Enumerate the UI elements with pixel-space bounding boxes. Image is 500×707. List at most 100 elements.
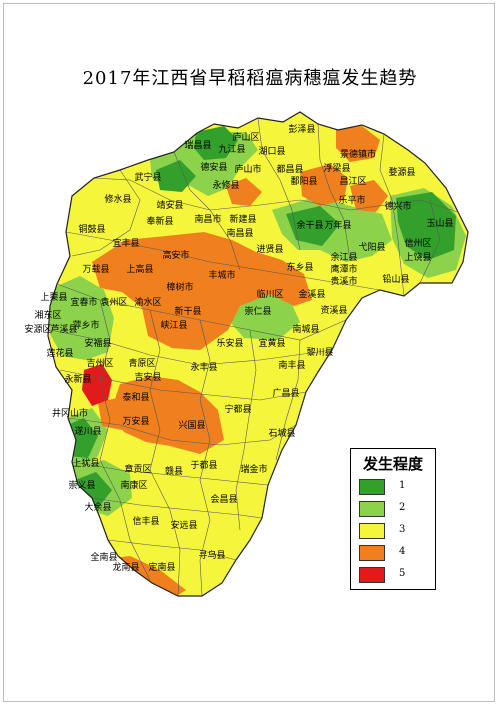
county-label: 石城县 bbox=[268, 428, 295, 439]
legend-swatch-2 bbox=[359, 501, 385, 517]
county-label: 莲花县 bbox=[46, 347, 73, 359]
county-label: 赣县 bbox=[165, 465, 183, 477]
county-label: 永丰县 bbox=[190, 361, 217, 373]
county-label: 永新县 bbox=[64, 373, 91, 385]
legend-swatch-4 bbox=[359, 545, 385, 561]
legend-title: 发生程度 bbox=[362, 455, 423, 473]
county-label: 萍乡市 bbox=[72, 319, 99, 331]
county-label: 丰城市 bbox=[208, 269, 235, 281]
county-boundaries bbox=[49, 117, 459, 596]
county-label: 崇仁县 bbox=[244, 305, 271, 317]
county-label: 章贡区 bbox=[124, 463, 151, 475]
county-label: 湖口县 bbox=[258, 146, 285, 157]
county-label: 瑞昌县 bbox=[184, 139, 211, 151]
county-label: 宁都县 bbox=[224, 403, 251, 415]
zone-level-4-south-central bbox=[110, 376, 224, 454]
county-label: 瑞金市 bbox=[240, 463, 267, 475]
county-label: 高安市 bbox=[162, 249, 189, 261]
county-label: 奉新县 bbox=[146, 215, 173, 227]
county-label: 上犹县 bbox=[72, 458, 99, 469]
county-label: 安源区 bbox=[24, 323, 51, 335]
county-label: 庐山区 bbox=[232, 131, 259, 143]
county-label: 定南县 bbox=[148, 561, 175, 573]
county-label: 大余县 bbox=[84, 501, 111, 513]
county-label: 广昌县 bbox=[272, 387, 299, 399]
legend-item-3: 3 bbox=[359, 523, 429, 541]
county-label: 信丰县 bbox=[132, 515, 159, 527]
county-label: 新建县 bbox=[229, 213, 256, 225]
county-label: 崇义县 bbox=[68, 480, 95, 491]
county-label: 武宁县 bbox=[134, 171, 161, 183]
county-label: 南丰县 bbox=[278, 359, 305, 371]
zone-level-4-southwest bbox=[98, 396, 138, 430]
county-label: 都昌县 bbox=[276, 164, 303, 175]
county-label: 鹰潭市 bbox=[330, 263, 357, 275]
county-label: 安远县 bbox=[170, 519, 197, 531]
county-label: 袁州区 bbox=[100, 296, 127, 308]
zone-level-1-dexing bbox=[396, 192, 456, 260]
county-label: 上高县 bbox=[126, 263, 153, 275]
county-label: 余江县 bbox=[330, 251, 357, 263]
county-label: 玉山县 bbox=[426, 218, 453, 229]
zone-level-4-jingdezhen bbox=[336, 126, 380, 162]
county-label: 兴国县 bbox=[178, 420, 205, 431]
county-label: 资溪县 bbox=[320, 304, 347, 316]
county-label: 德兴市 bbox=[384, 200, 411, 212]
county-label: 信州区 bbox=[404, 237, 431, 249]
county-label: 新干县 bbox=[174, 305, 201, 317]
county-label: 芦溪县 bbox=[50, 323, 77, 335]
county-label: 樟树市 bbox=[166, 281, 193, 293]
county-label: 上栗县 bbox=[40, 292, 67, 303]
zone-level-4-poyang bbox=[300, 164, 348, 206]
county-label: 万载县 bbox=[82, 263, 109, 275]
county-label: 铅山县 bbox=[382, 273, 409, 285]
legend: 发生程度 1 2 3 4 5 bbox=[350, 448, 436, 590]
county-label: 临川区 bbox=[256, 288, 283, 300]
county-label: 进贤县 bbox=[256, 244, 283, 255]
county-label: 南城县 bbox=[292, 323, 319, 335]
county-label: 青原区 bbox=[128, 357, 155, 369]
legend-item-5: 5 bbox=[359, 567, 429, 585]
county-label: 龙南县 bbox=[112, 561, 139, 573]
county-label: 湘东区 bbox=[34, 309, 61, 321]
county-label: 万年县 bbox=[324, 219, 351, 231]
zone-level-4-yongxiu bbox=[226, 178, 262, 206]
county-label: 井冈山市 bbox=[52, 407, 88, 419]
county-label: 贵溪市 bbox=[330, 275, 357, 287]
county-label: 永修县 bbox=[212, 179, 239, 191]
legend-swatch-3 bbox=[359, 523, 385, 539]
county-label: 会昌县 bbox=[210, 493, 237, 505]
county-label: 鄱阳县 bbox=[290, 176, 317, 187]
county-label: 弋阳县 bbox=[358, 241, 385, 253]
legend-item-1: 1 bbox=[359, 479, 429, 497]
county-label: 婺源县 bbox=[388, 167, 415, 178]
county-label: 全南县 bbox=[90, 551, 117, 563]
legend-label-4: 4 bbox=[399, 546, 406, 557]
page-frame bbox=[3, 3, 495, 702]
county-label: 宜春市 bbox=[70, 296, 97, 308]
county-label: 铜鼓县 bbox=[78, 223, 105, 235]
legend-label-3: 3 bbox=[399, 524, 406, 535]
zone-level-1-yugan bbox=[286, 206, 340, 246]
legend-label-5: 5 bbox=[399, 568, 406, 579]
county-label: 安福县 bbox=[84, 337, 111, 349]
legend-swatch-5 bbox=[359, 567, 385, 583]
legend-label-2: 2 bbox=[399, 502, 406, 513]
county-label: 靖安县 bbox=[156, 199, 183, 211]
zone-level-4-central bbox=[92, 232, 312, 350]
county-label: 南昌市 bbox=[194, 213, 221, 225]
county-label: 遂川县 bbox=[74, 425, 101, 437]
legend-item-4: 4 bbox=[359, 545, 429, 563]
county-label: 德安县 bbox=[200, 161, 227, 173]
county-label: 渝水区 bbox=[134, 296, 161, 308]
county-label: 乐平市 bbox=[338, 194, 365, 206]
county-label: 黎川县 bbox=[306, 346, 333, 358]
county-label: 九江县 bbox=[218, 144, 245, 155]
county-label: 庐山市 bbox=[234, 163, 261, 175]
county-label: 南康区 bbox=[120, 479, 147, 491]
zone-level-4-leping bbox=[350, 180, 388, 212]
county-label: 余干县 bbox=[296, 219, 323, 231]
county-label: 宜丰县 bbox=[112, 237, 139, 249]
